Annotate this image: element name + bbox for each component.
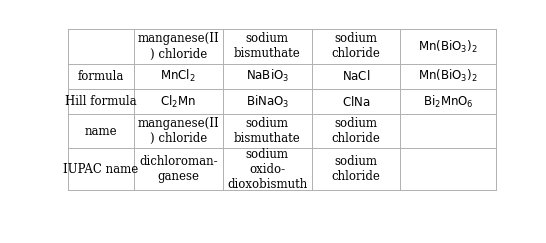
Text: $\mathregular{MnCl_2}$: $\mathregular{MnCl_2}$ xyxy=(161,68,196,85)
Text: manganese(II
) chloride: manganese(II ) chloride xyxy=(138,33,219,61)
Text: sodium
bismuthate: sodium bismuthate xyxy=(234,117,300,145)
Text: $\mathregular{Bi_2MnO_6}$: $\mathregular{Bi_2MnO_6}$ xyxy=(423,94,473,110)
Text: sodium
oxido-
dioxobismuth: sodium oxido- dioxobismuth xyxy=(227,148,307,191)
Text: IUPAC name: IUPAC name xyxy=(63,163,139,175)
Text: $\mathregular{Mn(BiO_3)_2}$: $\mathregular{Mn(BiO_3)_2}$ xyxy=(418,38,478,54)
Text: dichloroman-
ganese: dichloroman- ganese xyxy=(139,155,218,183)
Text: $\mathregular{Cl_2Mn}$: $\mathregular{Cl_2Mn}$ xyxy=(161,94,196,110)
Text: $\mathregular{Mn(BiO_3)_2}$: $\mathregular{Mn(BiO_3)_2}$ xyxy=(418,68,478,85)
Text: $\mathregular{NaBiO_3}$: $\mathregular{NaBiO_3}$ xyxy=(246,68,289,85)
Text: manganese(II
) chloride: manganese(II ) chloride xyxy=(138,117,219,145)
Text: $\mathregular{BiNaO_3}$: $\mathregular{BiNaO_3}$ xyxy=(246,94,289,110)
Text: Hill formula: Hill formula xyxy=(65,95,137,108)
Text: $\mathregular{ClNa}$: $\mathregular{ClNa}$ xyxy=(342,95,370,109)
Text: sodium
chloride: sodium chloride xyxy=(331,155,381,183)
Text: sodium
chloride: sodium chloride xyxy=(331,117,381,145)
Text: formula: formula xyxy=(78,70,124,83)
Text: sodium
bismuthate: sodium bismuthate xyxy=(234,33,300,61)
Text: name: name xyxy=(85,125,117,138)
Text: sodium
chloride: sodium chloride xyxy=(331,33,381,61)
Text: $\mathregular{NaCl}$: $\mathregular{NaCl}$ xyxy=(342,69,370,83)
